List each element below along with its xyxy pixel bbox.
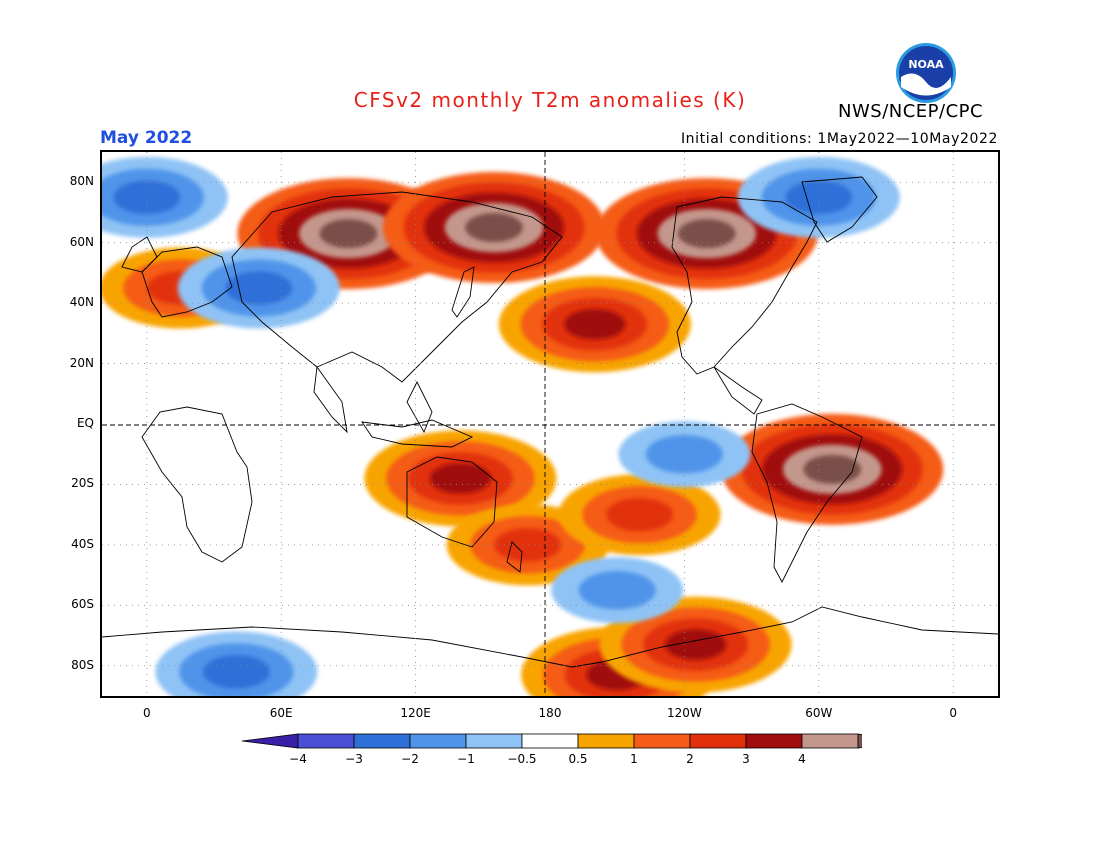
- anomaly-contour: [465, 213, 523, 242]
- colorbar-label: 3: [742, 752, 750, 766]
- anomaly-region-canada-warm: [595, 178, 818, 290]
- anomaly-contour: [678, 219, 736, 248]
- colorbar-label: −4: [289, 752, 307, 766]
- coastlines: [102, 176, 998, 668]
- anomaly-region-west-atlantic-cool: [737, 156, 900, 238]
- colorbar: [241, 733, 862, 749]
- chart-title: CFSv2 monthly T2m anomalies (K): [353, 88, 747, 112]
- anomaly-contour: [665, 629, 727, 660]
- initial-conditions-label: Initial conditions: 1May2022—10May2022: [680, 131, 998, 147]
- anomaly-region-siberia-warm: [237, 178, 460, 290]
- lat-lon-grid: [102, 152, 998, 696]
- colorbar-label: −2: [401, 752, 419, 766]
- anomaly-region-south-america-warm: [721, 413, 944, 525]
- colorbar-label: −3: [345, 752, 363, 766]
- lat-label: 80S: [71, 657, 94, 672]
- colorbar-label: −1: [457, 752, 475, 766]
- anomaly-map: [100, 150, 1000, 698]
- anomaly-contour: [578, 570, 656, 610]
- anomaly-region-australia-warm: [364, 430, 557, 527]
- anomaly-region-south-pacific-warm: [558, 474, 721, 556]
- anomaly-contour: [606, 497, 673, 532]
- lat-label: 60N: [69, 234, 94, 249]
- lat-label: EQ: [76, 416, 94, 430]
- colorbar-bin: [633, 733, 691, 749]
- colorbar-label: 0.5: [568, 752, 588, 766]
- colorbar-min-arrow: [241, 733, 299, 749]
- colorbar-bin: [297, 733, 355, 749]
- anomaly-fields: [102, 156, 944, 696]
- anomaly-region-east-antarctic-cool: [155, 631, 318, 696]
- anomaly-contour: [225, 271, 293, 305]
- agency-label: NWS/NCEP/CPC: [838, 101, 984, 122]
- lon-label: 60E: [269, 706, 293, 720]
- anomaly-contour: [319, 219, 378, 248]
- colorbar-label: 1: [630, 752, 638, 766]
- colorbar-bin: [353, 733, 411, 749]
- lon-label: 0: [142, 706, 151, 720]
- colorbar-bin: [465, 733, 523, 749]
- colorbar-bin: [745, 733, 803, 749]
- anomaly-region-east-pacific-cool: [618, 421, 751, 488]
- lat-label: 40N: [69, 295, 94, 310]
- map-canvas: [102, 152, 998, 696]
- lat-label: 20S: [71, 476, 94, 491]
- svg-text:NOAA: NOAA: [908, 58, 944, 71]
- colorbar-label: 4: [798, 752, 806, 766]
- colorbar-bin: [689, 733, 747, 749]
- anomaly-contour: [803, 454, 862, 484]
- anomaly-contour: [429, 463, 491, 494]
- lat-label: 20N: [69, 355, 94, 370]
- colorbar-max-arrow: [857, 733, 862, 749]
- anomaly-region-west-antarctic-warm: [599, 596, 792, 693]
- anomaly-contour: [203, 655, 270, 689]
- colorbar-label: 2: [686, 752, 694, 766]
- anomaly-contour: [645, 434, 723, 474]
- anomaly-region-north-pacific-warm: [498, 276, 691, 373]
- anomaly-contour: [564, 308, 626, 340]
- anomaly-contour: [494, 528, 561, 562]
- lon-label: 120W: [667, 706, 702, 720]
- colorbar-label: −0.5: [507, 752, 537, 766]
- lat-label: 40S: [71, 536, 94, 551]
- lon-label: 120E: [400, 706, 431, 720]
- lon-label: 0: [949, 706, 957, 720]
- month-label: May 2022: [100, 128, 193, 148]
- colorbar-bin: [409, 733, 467, 749]
- colorbar-bin: [577, 733, 635, 749]
- lon-label: 60W: [805, 706, 833, 720]
- anomaly-region-east-siberia-warm: [383, 172, 605, 284]
- anomaly-region-arctic-atlantic-cool: [102, 156, 228, 238]
- lon-label: 180: [538, 706, 562, 720]
- anomaly-contour: [113, 180, 181, 215]
- anomaly-region-southern-ocean-cool: [551, 557, 684, 624]
- lat-label: 80N: [69, 174, 94, 189]
- anomaly-region-central-asia-cool: [177, 247, 340, 329]
- colorbar-bin: [801, 733, 859, 749]
- colorbar-bin: [521, 733, 579, 749]
- lat-label: 60S: [71, 597, 94, 612]
- anomaly-contour: [785, 180, 853, 215]
- noaa-logo-icon: NOAA: [896, 43, 956, 103]
